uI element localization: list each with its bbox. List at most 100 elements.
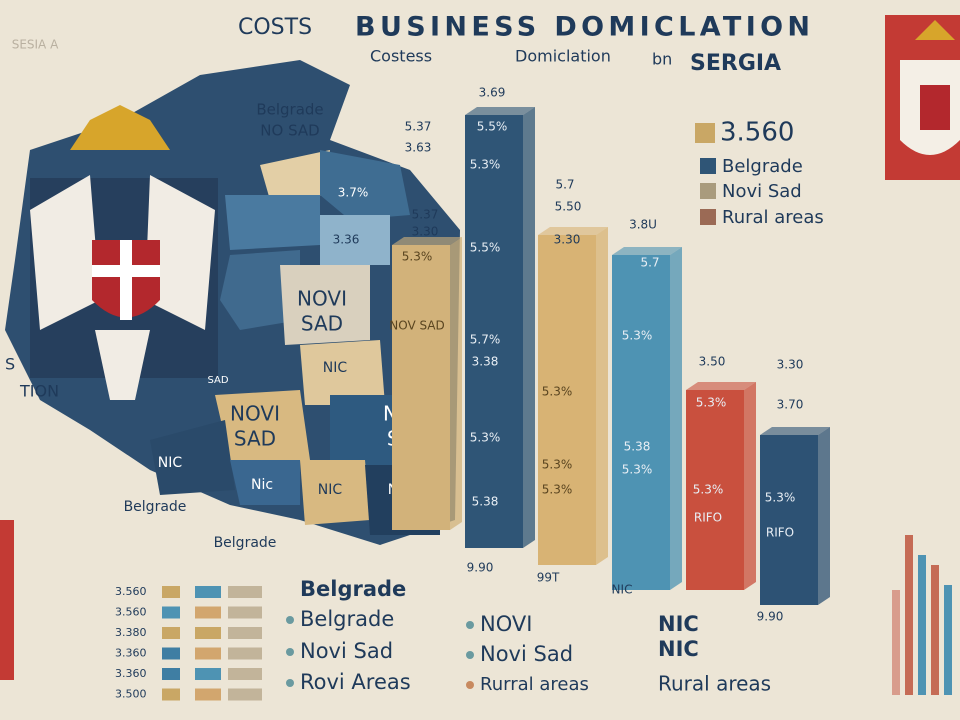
- region: [260, 150, 330, 200]
- bar-label: RIFO: [694, 511, 722, 525]
- map-label: TION: [19, 382, 59, 401]
- shield-cross: [92, 240, 160, 320]
- bar-note: 3.30: [412, 225, 439, 239]
- shield: [920, 85, 950, 130]
- legend-item: Belgrade: [722, 156, 803, 177]
- legend-dot: [466, 651, 474, 659]
- bar-top: [538, 227, 608, 235]
- mini-bar: [918, 555, 926, 695]
- bar-top: [612, 247, 682, 255]
- bar-note: 3.30: [777, 358, 804, 372]
- legend-item: Novi Sad: [722, 181, 802, 202]
- legend-dot: [466, 681, 474, 689]
- legend-swatch: [195, 647, 221, 660]
- legend-swatch: [162, 586, 180, 598]
- bar-note: 5.50: [555, 200, 582, 214]
- map-label: NIC: [158, 455, 183, 471]
- subtitle: Domiclation: [515, 47, 611, 66]
- bar-note: 3.69: [479, 86, 506, 100]
- map-label: 3.36: [333, 233, 360, 247]
- legend-swatch: [195, 627, 221, 639]
- legend-item: NIC: [658, 612, 699, 636]
- bar: [392, 245, 450, 530]
- bar: [686, 390, 744, 590]
- bar-label: 5.38: [624, 440, 651, 454]
- bar-note: 3.63: [405, 141, 432, 155]
- region: [230, 460, 300, 505]
- bar: [465, 115, 523, 548]
- legend-swatch: [228, 688, 262, 701]
- legend-swatch: [228, 668, 262, 680]
- bar-label: 5.38: [472, 495, 499, 509]
- map-label: Nic: [251, 477, 273, 493]
- region: [320, 150, 410, 220]
- map-label: 3.7%: [338, 186, 369, 200]
- crown: [70, 105, 170, 150]
- region: [150, 420, 235, 495]
- bar-note: 5.37: [405, 120, 432, 134]
- legend-swatch: [195, 688, 221, 701]
- mini-bar: [892, 590, 900, 695]
- bar-side: [523, 107, 535, 548]
- bar-label: 5.3%: [470, 431, 501, 445]
- legend-swatch: [228, 627, 262, 639]
- bar-note: 99T: [537, 571, 560, 585]
- legend-swatch: [228, 606, 262, 619]
- legend-swatch: [700, 158, 716, 174]
- map-label: SESIA A: [12, 38, 59, 52]
- map-label: SAD: [207, 375, 228, 386]
- subtitle: SERGIA: [690, 51, 781, 76]
- region: [300, 460, 370, 525]
- subtitle: bn: [652, 50, 672, 69]
- bar-note: 9.90: [757, 610, 784, 624]
- bar: [760, 435, 818, 605]
- legend-item: Belgrade: [300, 607, 394, 631]
- mini-bar: [944, 585, 952, 695]
- bar-note: 9.90: [467, 561, 494, 575]
- legend-swatch: [195, 586, 221, 598]
- legend-value: 3.360: [115, 667, 147, 680]
- legend-item: Novi Sad: [300, 639, 393, 663]
- bar-note: 5.7: [555, 178, 574, 192]
- title: BUSINESS DOMICLATION: [355, 12, 810, 43]
- legend-item: Rovi Areas: [300, 670, 411, 694]
- eagle-tail: [95, 330, 150, 400]
- bar-note: 5.37: [412, 208, 439, 222]
- legend-swatch: [195, 606, 221, 619]
- bar: [612, 255, 670, 590]
- legend-swatch: [700, 209, 716, 225]
- bar-side: [450, 237, 462, 530]
- legend-item: Rurral areas: [480, 674, 589, 695]
- mini-bar: [931, 565, 939, 695]
- map-label: Belgrade: [214, 535, 277, 551]
- title-left: COSTS: [238, 15, 312, 40]
- map-label: NOVI: [230, 402, 280, 426]
- bar-label: 5.7: [640, 256, 659, 270]
- bar-top: [760, 427, 830, 435]
- bar-label: 5.3%: [542, 385, 573, 399]
- legend-item: Rural areas: [722, 207, 824, 228]
- bar-label: 5.3%: [542, 483, 573, 497]
- legend-swatch: [228, 586, 262, 598]
- bar-note: NIC: [612, 583, 633, 597]
- bar-label: 5.3%: [470, 158, 501, 172]
- bar-label: 3.38: [472, 355, 499, 369]
- map-label: Belgrade: [124, 499, 187, 515]
- map-label: NOVI: [297, 287, 347, 311]
- bar-note: 3.50: [699, 355, 726, 369]
- map-label: Belgrade: [256, 101, 323, 119]
- bar-label: 5.3%: [693, 483, 724, 497]
- bar-note: 3.70: [777, 398, 804, 412]
- bar: [538, 235, 596, 565]
- mini-bar: [905, 535, 913, 695]
- bar-label: 5.5%: [477, 120, 508, 134]
- legend-item: Novi Sad: [480, 642, 573, 666]
- flag: [0, 520, 14, 680]
- bar-top: [392, 237, 462, 245]
- legend-dot: [286, 679, 294, 687]
- legend-value: 3.560: [720, 118, 794, 148]
- legend-dot: [466, 621, 474, 629]
- legend-item: NIC: [658, 637, 699, 661]
- legend-swatch: [162, 688, 180, 701]
